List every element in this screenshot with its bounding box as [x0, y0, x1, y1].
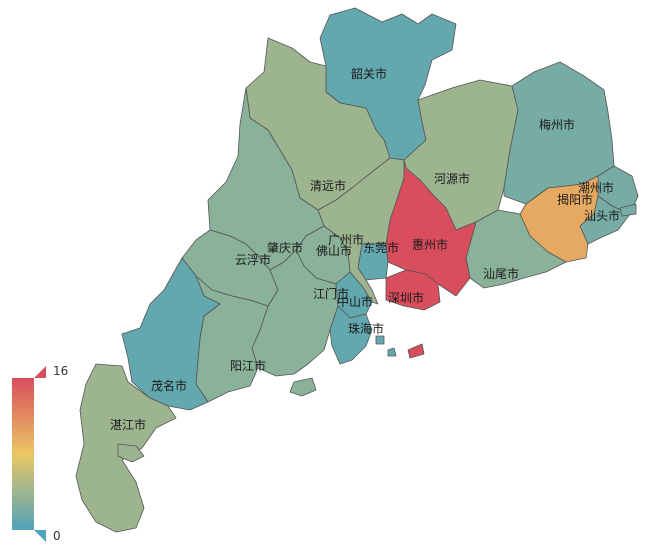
city-label-qingyuan: 清远市 — [310, 178, 346, 193]
city-label-dongguan: 东莞市 — [363, 240, 399, 255]
region-shenzhen[interactable] — [385, 269, 441, 311]
visual-map-max-label: 16 — [53, 364, 68, 378]
city-label-yangjiang: 阳江市 — [230, 358, 266, 373]
city-label-jiangmen: 江门市 — [313, 286, 349, 301]
region-chaozhou-island — [619, 203, 637, 217]
visual-map-min-label: 0 — [53, 529, 61, 543]
visual-map-legend: 16 0 — [12, 364, 68, 543]
region-shantou[interactable] — [579, 195, 631, 245]
region-zhanjiang-island — [117, 443, 145, 463]
visual-map-min-handle[interactable] — [34, 530, 46, 542]
region-maoming[interactable] — [121, 257, 221, 411]
region-zhuhai[interactable] — [329, 305, 373, 365]
region-yangjiang-island — [289, 377, 317, 397]
city-label-zhongshan: 中山市 — [337, 294, 373, 309]
city-label-maoming: 茂名市 — [151, 378, 187, 393]
city-label-zhanjiang: 湛江市 — [110, 417, 146, 432]
city-label-guangzhou: 广州市 — [328, 232, 364, 247]
visual-map-max-handle[interactable] — [34, 366, 46, 378]
city-label-yunfu: 云浮市 — [235, 252, 271, 267]
city-label-shaoguan: 韶关市 — [351, 66, 387, 81]
city-label-meizhou: 梅州市 — [539, 117, 575, 132]
region-zhuhai-island-1 — [375, 335, 385, 345]
map-regions — [75, 7, 639, 533]
city-label-zhuhai: 珠海市 — [348, 321, 384, 336]
region-shenzhen-island — [407, 343, 425, 359]
city-label-shantou: 汕头市 — [584, 208, 620, 223]
city-label-chaozhou: 潮州市 — [578, 180, 614, 195]
city-labels: 韶关市 清远市 河源市 梅州市 潮州市 揭阳市 汕头市 汕尾市 广州市 东莞市 … — [110, 66, 620, 432]
region-zhuhai-island-2 — [387, 347, 397, 357]
city-label-shenzhen: 深圳市 — [388, 290, 424, 305]
city-label-heyuan: 河源市 — [434, 171, 470, 186]
city-label-zhaoqing: 肇庆市 — [267, 240, 303, 255]
city-label-huizhou: 惠州市 — [412, 237, 448, 252]
visual-map-bar — [12, 378, 34, 530]
city-label-foshan: 佛山市 — [316, 243, 352, 258]
city-label-shanwei: 汕尾市 — [483, 266, 519, 281]
city-label-jieyang: 揭阳市 — [557, 192, 593, 207]
